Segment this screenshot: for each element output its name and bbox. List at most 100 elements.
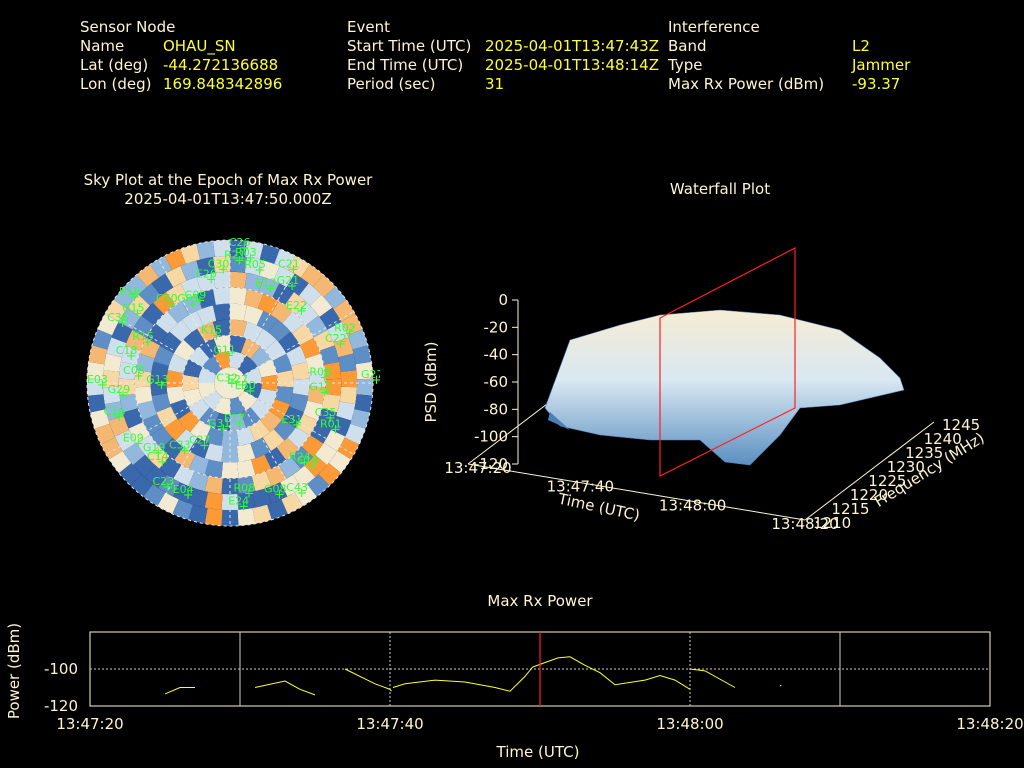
skyplot-cell bbox=[282, 311, 305, 334]
skyplot-cell bbox=[240, 338, 261, 359]
satellite-label: G27 bbox=[361, 368, 380, 381]
skyplot-cell bbox=[175, 429, 198, 452]
satellite-plus: + bbox=[296, 486, 307, 501]
skyplot-cell bbox=[164, 418, 187, 441]
skyplot-cell bbox=[257, 388, 277, 407]
skyplot-cell bbox=[244, 257, 264, 276]
skyplot-cell bbox=[142, 414, 164, 436]
skyplot-cell bbox=[305, 315, 328, 338]
satellite-plus: + bbox=[319, 371, 330, 386]
skyplot-cell bbox=[151, 273, 174, 296]
skyplot-cell bbox=[183, 328, 206, 351]
satellite-label: E13 bbox=[255, 277, 276, 290]
skyplot-cell bbox=[196, 289, 216, 309]
skyplot-cell bbox=[230, 271, 247, 289]
skyplot-cell bbox=[124, 274, 148, 298]
skyplot-cell bbox=[213, 240, 230, 257]
skyplot-cell bbox=[259, 244, 280, 264]
event-start-label: Start Time (UTC) bbox=[347, 37, 472, 55]
satellite-label: R01 bbox=[320, 418, 342, 431]
waterfall-y-axis bbox=[804, 421, 935, 521]
skyplot-cell bbox=[189, 437, 210, 459]
skyplot-cell bbox=[137, 400, 157, 421]
satellite-label: G15 bbox=[122, 302, 145, 315]
skyplot-cell bbox=[340, 370, 358, 388]
satellite-label: E17 bbox=[224, 412, 245, 425]
satellite-label: C43 bbox=[286, 481, 308, 494]
skyplot-cell bbox=[319, 307, 342, 330]
skyplot-cell bbox=[178, 410, 200, 433]
event-period-label: Period (sec) bbox=[347, 75, 436, 93]
skyplot-cell bbox=[289, 393, 309, 413]
waterfall-x-tick-label: 13:47:40 bbox=[547, 478, 614, 496]
skyplot-cell bbox=[309, 294, 333, 318]
skyplot-cell bbox=[159, 331, 182, 354]
satellite-plus: + bbox=[218, 422, 229, 437]
waterfall-y-tick-label: 1215 bbox=[831, 500, 869, 518]
waterfall-z-tick-label: -100 bbox=[474, 428, 508, 446]
skyplot-cell bbox=[280, 474, 302, 497]
satellite-plus: + bbox=[114, 410, 125, 425]
satellite-label: E24 bbox=[228, 494, 249, 507]
event-end-value: 2025-04-01T13:48:14Z bbox=[485, 56, 659, 74]
satellite-label: R09 bbox=[309, 366, 331, 379]
skyplot-cell bbox=[258, 276, 280, 298]
skyplot-cell bbox=[87, 361, 105, 380]
skyplot-cell bbox=[180, 244, 201, 264]
satellite-plus: + bbox=[129, 290, 140, 305]
waterfall-plot: 0 -20 -40 -60 -80 -100 -120 PSD (dBm) 13:47:20 13… bbox=[422, 247, 988, 533]
satellite-plus: + bbox=[307, 459, 318, 474]
waterfall-y-tick-label: 1235 bbox=[905, 444, 943, 462]
skyplot-cell bbox=[104, 401, 124, 421]
skyplot-cell bbox=[230, 335, 247, 354]
skyplot-cell bbox=[196, 241, 215, 260]
power-series-line bbox=[532, 656, 691, 690]
skyplot-cell bbox=[132, 454, 156, 478]
satellite-plus: + bbox=[97, 378, 108, 393]
satellite-plus: + bbox=[237, 378, 248, 393]
skyplot-cell bbox=[250, 398, 272, 420]
satellite-label: C21 bbox=[278, 257, 300, 270]
skyplot-cell bbox=[256, 310, 279, 333]
event-end-label: End Time (UTC) bbox=[347, 56, 464, 74]
skyplot-cell bbox=[323, 286, 347, 309]
skyplot-cell bbox=[265, 464, 287, 487]
skyplot-cell bbox=[180, 276, 202, 298]
skyplot-cell bbox=[221, 462, 239, 479]
skyplot-cell bbox=[330, 415, 352, 437]
satellite-plus: + bbox=[234, 417, 245, 432]
sensor-heading: Sensor Node bbox=[80, 18, 176, 36]
satellite-label: C08 bbox=[123, 364, 145, 377]
waterfall-y-tick-label: 1225 bbox=[868, 472, 906, 490]
skyplot-cell bbox=[230, 255, 247, 273]
skyplot-cell bbox=[338, 353, 357, 372]
skyplot-cell bbox=[212, 319, 230, 338]
satellite-plus: + bbox=[371, 373, 380, 388]
satellite-plus: + bbox=[126, 349, 137, 364]
interference-band-value: L2 bbox=[852, 37, 870, 55]
skyplot-title: Sky Plot at the Epoch of Max Rx Power bbox=[83, 171, 373, 189]
skyplot-cell bbox=[252, 504, 272, 524]
skyplot-cell bbox=[273, 265, 295, 288]
skyplot-cell bbox=[132, 315, 155, 338]
skyplot-cell bbox=[286, 345, 307, 366]
skyplot-cell bbox=[150, 361, 169, 380]
skyplot-cell bbox=[336, 401, 356, 421]
satellite-label: G19 bbox=[143, 441, 166, 454]
skyplot-cell bbox=[352, 345, 372, 365]
satellite-label: C23 bbox=[153, 475, 175, 488]
waterfall-title: Waterfall Plot bbox=[669, 180, 771, 198]
skyplot-cell bbox=[198, 367, 217, 383]
skyplot-cell bbox=[167, 301, 190, 324]
skyplot-cell bbox=[88, 345, 108, 365]
skyplot-cell bbox=[341, 313, 363, 336]
satellite-label: C27 bbox=[189, 434, 211, 447]
skyplot-cell bbox=[151, 393, 171, 413]
skyplot-cell bbox=[213, 255, 230, 273]
skyplot-cell bbox=[354, 394, 373, 413]
skyplot-cell bbox=[319, 345, 340, 365]
satellite-label: R16 bbox=[119, 285, 141, 298]
skyplot-cell bbox=[152, 292, 176, 315]
satellite-label: C60 bbox=[156, 292, 178, 305]
skyplot-cell bbox=[257, 359, 277, 378]
